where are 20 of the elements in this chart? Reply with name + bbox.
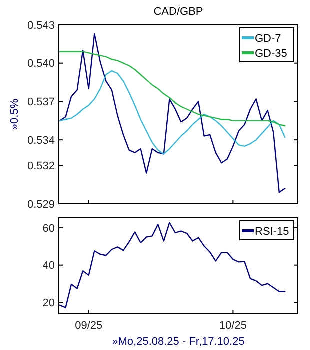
y-tick-label: 20 [42, 298, 55, 310]
chart-title: CAD/GBP [154, 6, 204, 18]
y-tick-label: 0.537 [27, 96, 55, 109]
x-tick-label: 10/25 [219, 320, 247, 332]
legend-label: RSI-15 [255, 226, 290, 238]
legend-label: GD-7 [255, 33, 282, 45]
x-axis-title: »Mo,25.08.25 - Fr,17.10.25 [112, 336, 245, 348]
line-series [59, 51, 286, 127]
x-tick-label: 09/25 [75, 320, 103, 332]
legend-label: GD-35 [255, 48, 288, 60]
y-tick-label: 0.543 [27, 20, 55, 32]
line-series [59, 70, 286, 155]
y-tick-label: 0.532 [27, 160, 55, 172]
y-tick-label: 0.534 [27, 134, 55, 147]
y-axis-title: »0.5% [9, 98, 21, 130]
y-tick-label: 40 [42, 260, 55, 272]
y-tick-label: 0.540 [27, 58, 55, 70]
y-tick-label: 60 [42, 222, 55, 235]
line-series [59, 33, 286, 194]
y-tick-label: 0.529 [27, 198, 55, 211]
